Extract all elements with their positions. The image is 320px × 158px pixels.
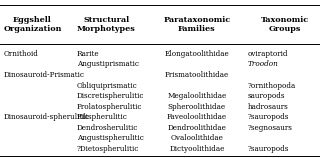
Text: Dendroolithidae: Dendroolithidae [167, 124, 226, 132]
Text: Elongatoolithidae: Elongatoolithidae [164, 50, 229, 58]
Text: ?segnosaurs: ?segnosaurs [248, 124, 293, 132]
Text: ?sauropods: ?sauropods [248, 145, 289, 153]
Text: Megaloolithidae: Megaloolithidae [167, 92, 227, 100]
Text: Eggshell
Organization: Eggshell Organization [3, 16, 61, 33]
Text: Discretispherulitic: Discretispherulitic [77, 92, 144, 100]
Text: Ovaloolithidae: Ovaloolithidae [170, 134, 223, 143]
Text: Dinosauroid-Prismatic: Dinosauroid-Prismatic [3, 71, 84, 79]
Text: Taxonomic
Groups: Taxonomic Groups [261, 16, 309, 33]
Text: Prismatoolithidae: Prismatoolithidae [165, 71, 229, 79]
Text: Rarite: Rarite [77, 50, 100, 58]
Text: Structural
Morphotypes: Structural Morphotypes [77, 16, 136, 33]
Text: Ornithoid: Ornithoid [3, 50, 38, 58]
Text: oviraptorid: oviraptorid [248, 50, 289, 58]
Text: Faveoloolithidae: Faveoloolithidae [167, 113, 227, 121]
Text: Troodon: Troodon [248, 60, 279, 68]
Text: Obliquiprismatic: Obliquiprismatic [77, 82, 138, 90]
Text: Dendrosherulitic: Dendrosherulitic [77, 124, 138, 132]
Text: sauropods: sauropods [248, 92, 285, 100]
Text: Angustiprismatic: Angustiprismatic [77, 60, 139, 68]
Text: ?sauropods: ?sauropods [248, 113, 289, 121]
Text: Dinosauroid-spherulitic: Dinosauroid-spherulitic [3, 113, 89, 121]
Text: Spheroolithidae: Spheroolithidae [168, 103, 226, 111]
Text: Parataxonomic
Families: Parataxonomic Families [163, 16, 230, 33]
Text: ?Dietospherulitic: ?Dietospherulitic [77, 145, 139, 153]
Text: Dictyoolithidae: Dictyoolithidae [169, 145, 225, 153]
Text: Prolatospherulitic: Prolatospherulitic [77, 103, 142, 111]
Text: hadrosaurs: hadrosaurs [248, 103, 289, 111]
Text: Angustispherulitic: Angustispherulitic [77, 134, 144, 143]
Text: Filispherulitic: Filispherulitic [77, 113, 128, 121]
Text: ?ornithopoda: ?ornithopoda [248, 82, 296, 90]
